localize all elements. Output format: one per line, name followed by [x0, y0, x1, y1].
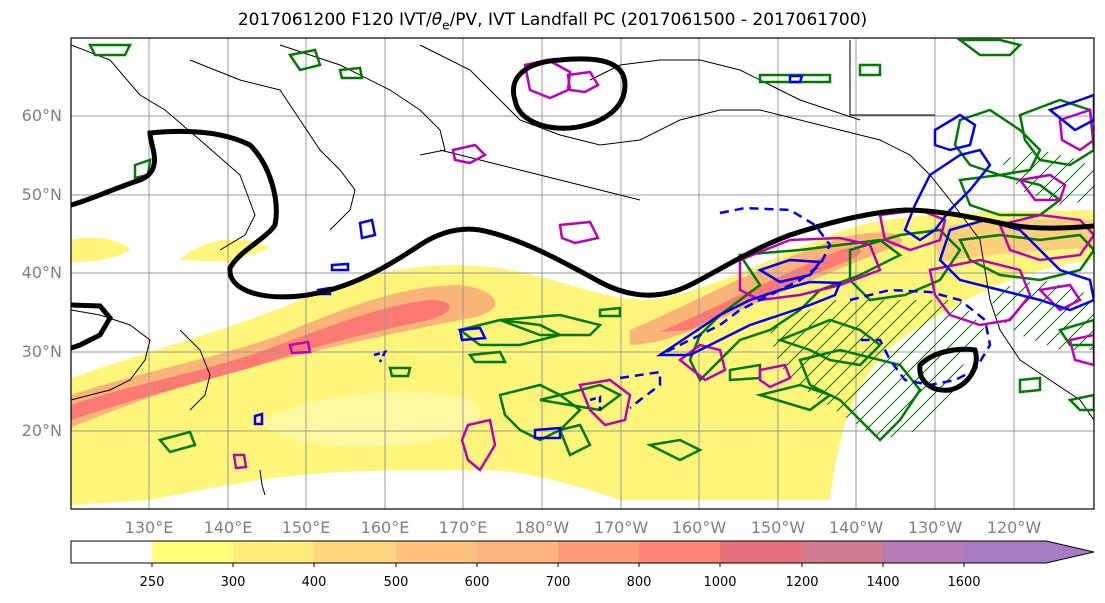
colorbar-tick-400: 400: [301, 575, 327, 590]
lon-label-140e: 140°E: [203, 518, 253, 537]
colorbar-tick-800: 800: [626, 575, 652, 590]
colorbar-tick-1200: 1200: [785, 575, 819, 590]
landfall-hatch: [770, 300, 985, 440]
theta-e-contours: [87, 38, 1094, 462]
lat-label-20n: 20°N: [21, 421, 62, 440]
ivt-core: [71, 219, 1094, 428]
lon-label-120w: 120°W: [986, 518, 1042, 537]
lat-label-60n: 60°N: [21, 106, 62, 125]
title-prefix: 2017061200 F120 IVT/: [237, 10, 432, 30]
colorbar-tick-1000: 1000: [703, 575, 737, 590]
theta-symbol: θ: [431, 10, 443, 30]
lon-label-150w: 150°W: [750, 518, 806, 537]
lon-label-170w: 170°W: [593, 518, 649, 537]
title-suffix: /PV, IVT Landfall PC (2017061500 - 20170…: [449, 10, 868, 30]
colorbar-tick-1400: 1400: [866, 575, 900, 590]
lon-label-130w: 130°W: [907, 518, 963, 537]
map-title: 2017061200 F120 IVT/θe/PV, IVT Landfall …: [0, 10, 1105, 32]
lat-label-40n: 40°N: [21, 263, 62, 282]
lon-label-180w: 180°W: [514, 518, 570, 537]
lon-label-160e: 160°E: [360, 518, 410, 537]
colorbar-tick-250: 250: [139, 575, 165, 590]
lon-label-160w: 160°W: [671, 518, 727, 537]
coastlines: [71, 40, 1094, 496]
lon-label-140w: 140°W: [828, 518, 884, 537]
pv-contours: [253, 74, 1094, 440]
colorbar-tick-700: 700: [545, 575, 571, 590]
colorbar-tick-500: 500: [383, 575, 409, 590]
lon-label-170e: 170°E: [438, 518, 488, 537]
theta-subscript: e: [442, 18, 450, 33]
lat-label-50n: 50°N: [21, 185, 62, 204]
colorbar-tick-600: 600: [464, 575, 490, 590]
lat-label-30n: 30°N: [21, 342, 62, 361]
wave-guide-contours: [71, 56, 1094, 393]
lon-label-150e: 150°E: [281, 518, 331, 537]
colorbar-tick-300: 300: [220, 575, 246, 590]
map-frame: [70, 37, 1095, 510]
lon-label-130e: 130°E: [124, 518, 174, 537]
colorbar-tick-1600: 1600: [947, 575, 981, 590]
colorbar: [70, 540, 1095, 567]
